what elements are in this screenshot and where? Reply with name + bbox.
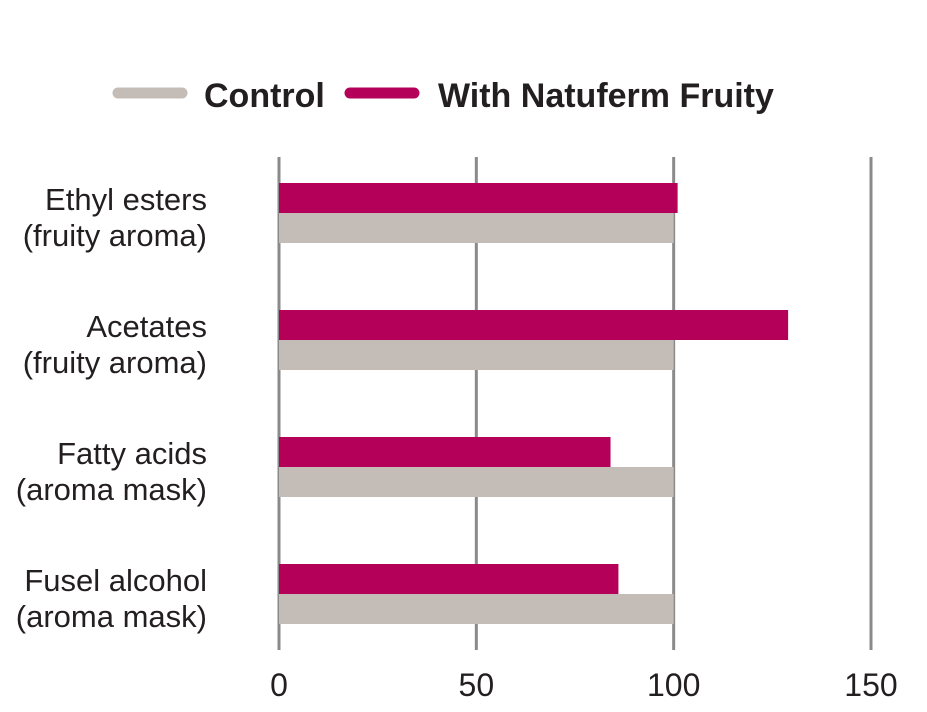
legend: Control With Natuferm Fruity: [112, 77, 774, 115]
category-label: Acetates (fruity aroma): [23, 309, 207, 380]
category-label: Fatty acids (aroma mask): [16, 436, 207, 507]
x-tick-label: 150: [844, 667, 897, 703]
category-label-line: (aroma mask): [16, 472, 207, 507]
bar-natuferm-fruity-3: [279, 437, 611, 467]
category-label-line: Acetates: [86, 309, 207, 344]
category-label: Fusel alcohol (aroma mask): [16, 563, 207, 634]
legend-label-natuferm-fruity: With Natuferm Fruity: [438, 77, 774, 115]
x-tick-label: 100: [647, 667, 700, 703]
category-label-line: (fruity aroma): [23, 345, 207, 380]
category-label-line: Fusel alcohol: [24, 563, 207, 598]
category-label: Ethyl esters (fruity aroma): [23, 182, 207, 253]
bar-control-4: [279, 594, 674, 624]
category-label-line: Ethyl esters: [45, 182, 207, 217]
x-tick-labels: 0 50 100 150: [270, 667, 898, 703]
legend-label-control: Control: [204, 77, 325, 115]
bars: [279, 183, 789, 624]
bar-control-1: [279, 213, 674, 243]
category-labels: Ethyl esters (fruity aroma)Acetates (fruit…: [16, 182, 207, 634]
bar-natuferm-fruity-4: [279, 564, 619, 594]
bar-control-2: [279, 340, 674, 370]
category-label-line: (aroma mask): [16, 599, 207, 634]
x-tick-label: 0: [270, 667, 288, 703]
bar-natuferm-fruity-2: [279, 310, 789, 340]
category-label-line: Fatty acids: [57, 436, 207, 471]
x-tick-label: 50: [459, 667, 495, 703]
category-label-line: (fruity aroma): [23, 218, 207, 253]
bar-natuferm-fruity-1: [279, 183, 678, 213]
bar-control-3: [279, 467, 674, 497]
